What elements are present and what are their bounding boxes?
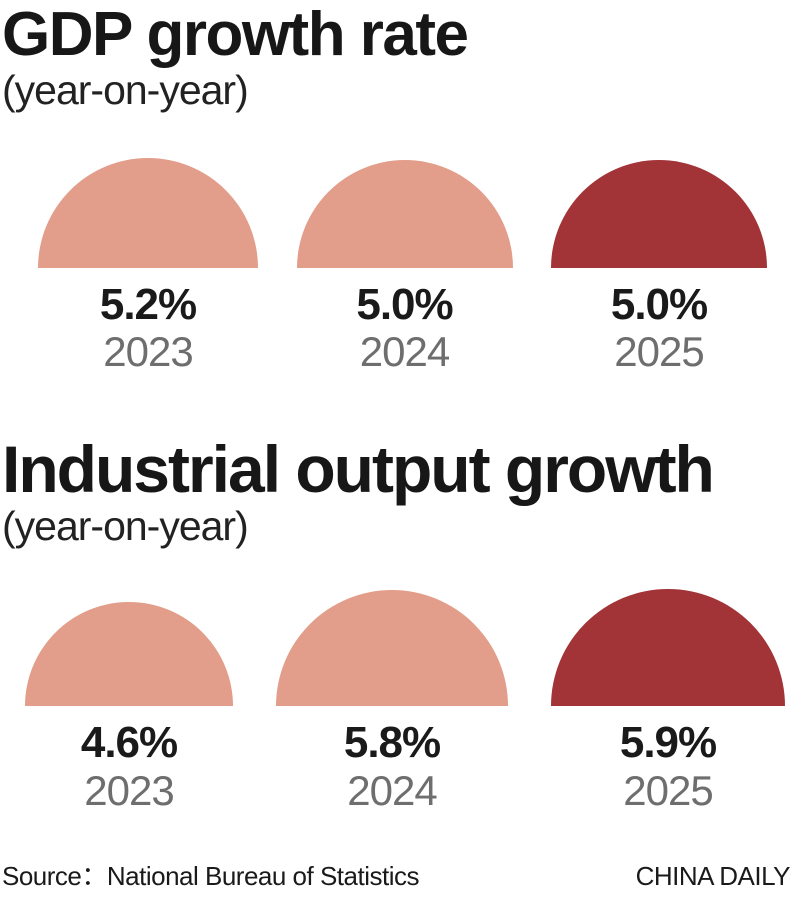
source-credit: Source：National Bureau of Statistics xyxy=(2,860,420,891)
value-label: 5.9% xyxy=(619,718,717,768)
infographic: GDP growth rate (year-on-year) 5.2% 2023 5… xyxy=(0,4,800,892)
industrial-chart-title: Industrial output growth xyxy=(2,432,715,507)
semicircle-2025 xyxy=(551,589,785,707)
gdp-chart-title: GDP growth rate xyxy=(2,0,469,69)
dome-column-2025: 5.0% 2025 xyxy=(551,160,767,374)
gdp-chart-subtitle: (year-on-year) xyxy=(2,67,249,113)
semicircle-2025 xyxy=(551,160,767,269)
industrial-dome-row: 4.6% 2023 5.8% 2024 5.9% 2025 xyxy=(25,589,785,812)
semicircle-2024 xyxy=(296,160,513,269)
industrial-output-section: Industrial output growth (year-on-year) … xyxy=(0,436,800,812)
dome-column-2023: 4.6% 2023 xyxy=(25,602,233,812)
value-label: 5.8% xyxy=(343,718,441,768)
year-label: 2025 xyxy=(623,766,713,814)
dome-column-2024: 5.0% 2024 xyxy=(296,160,513,376)
year-label: 2025 xyxy=(614,328,704,376)
value-label: 5.2% xyxy=(99,280,197,330)
year-label: 2023 xyxy=(103,328,193,376)
year-label: 2023 xyxy=(84,766,174,814)
footer: Source：National Bureau of Statistics CHI… xyxy=(2,860,791,892)
dome-column-2025: 5.9% 2025 xyxy=(551,589,785,812)
dome-column-2023: 5.2% 2023 xyxy=(38,158,258,374)
value-label: 4.6% xyxy=(80,718,178,768)
semicircle-2023 xyxy=(25,602,233,707)
industrial-chart-subtitle: (year-on-year) xyxy=(2,503,249,550)
year-label: 2024 xyxy=(359,328,450,376)
gdp-dome-row: 5.2% 2023 5.0% 2024 5.0% 2025 xyxy=(38,158,767,374)
semicircle-2024 xyxy=(276,590,508,707)
semicircle-2023 xyxy=(38,158,258,269)
value-label: 5.0% xyxy=(610,280,708,330)
dome-column-2024: 5.8% 2024 xyxy=(276,590,508,812)
year-label: 2024 xyxy=(347,766,437,814)
gdp-growth-section: GDP growth rate (year-on-year) 5.2% 2023 5… xyxy=(0,4,800,374)
value-label: 5.0% xyxy=(356,280,453,330)
publisher-credit: CHINA DAILY xyxy=(635,860,791,891)
